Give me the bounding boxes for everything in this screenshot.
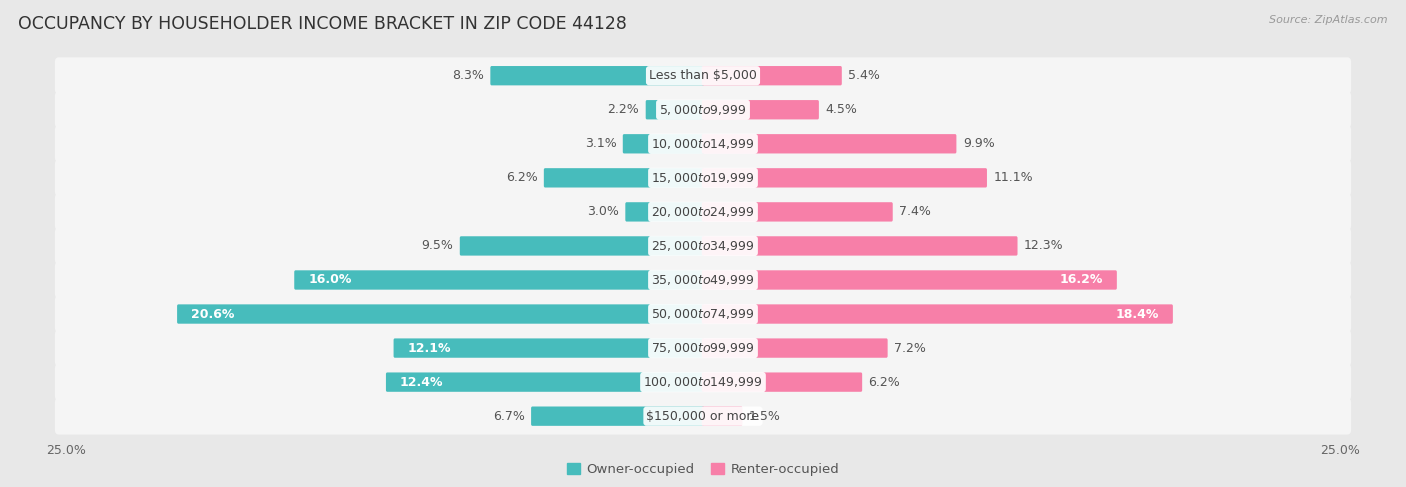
Text: 3.1%: 3.1% <box>585 137 616 150</box>
Text: 7.2%: 7.2% <box>894 341 927 355</box>
FancyBboxPatch shape <box>55 227 1351 264</box>
FancyBboxPatch shape <box>460 236 704 256</box>
FancyBboxPatch shape <box>177 304 704 324</box>
FancyBboxPatch shape <box>702 168 987 187</box>
FancyBboxPatch shape <box>623 134 704 153</box>
FancyBboxPatch shape <box>702 202 893 222</box>
FancyBboxPatch shape <box>544 168 704 187</box>
FancyBboxPatch shape <box>55 398 1351 434</box>
Text: 4.5%: 4.5% <box>825 103 858 116</box>
FancyBboxPatch shape <box>702 373 862 392</box>
Text: 12.4%: 12.4% <box>399 375 443 389</box>
FancyBboxPatch shape <box>702 66 842 85</box>
FancyBboxPatch shape <box>394 338 704 358</box>
Text: 9.5%: 9.5% <box>422 240 453 252</box>
Text: $15,000 to $19,999: $15,000 to $19,999 <box>651 171 755 185</box>
Text: 12.1%: 12.1% <box>408 341 451 355</box>
FancyBboxPatch shape <box>55 159 1351 196</box>
FancyBboxPatch shape <box>626 202 704 222</box>
FancyBboxPatch shape <box>55 57 1351 94</box>
Text: 6.2%: 6.2% <box>869 375 900 389</box>
FancyBboxPatch shape <box>55 92 1351 128</box>
Text: $25,000 to $34,999: $25,000 to $34,999 <box>651 239 755 253</box>
Text: $75,000 to $99,999: $75,000 to $99,999 <box>651 341 755 355</box>
FancyBboxPatch shape <box>55 364 1351 400</box>
Text: $50,000 to $74,999: $50,000 to $74,999 <box>651 307 755 321</box>
Text: $100,000 to $149,999: $100,000 to $149,999 <box>644 375 762 389</box>
Text: 1.5%: 1.5% <box>749 410 780 423</box>
Text: $150,000 or more: $150,000 or more <box>647 410 759 423</box>
FancyBboxPatch shape <box>702 304 1173 324</box>
FancyBboxPatch shape <box>55 330 1351 366</box>
FancyBboxPatch shape <box>702 100 818 119</box>
Text: 2.2%: 2.2% <box>607 103 640 116</box>
Text: 16.2%: 16.2% <box>1060 274 1102 286</box>
FancyBboxPatch shape <box>294 270 704 290</box>
Text: 6.7%: 6.7% <box>494 410 524 423</box>
Text: $5,000 to $9,999: $5,000 to $9,999 <box>659 103 747 117</box>
Text: $20,000 to $24,999: $20,000 to $24,999 <box>651 205 755 219</box>
Text: $35,000 to $49,999: $35,000 to $49,999 <box>651 273 755 287</box>
Text: OCCUPANCY BY HOUSEHOLDER INCOME BRACKET IN ZIP CODE 44128: OCCUPANCY BY HOUSEHOLDER INCOME BRACKET … <box>18 15 627 33</box>
Text: 6.2%: 6.2% <box>506 171 537 185</box>
FancyBboxPatch shape <box>702 407 742 426</box>
FancyBboxPatch shape <box>385 373 704 392</box>
Text: 7.4%: 7.4% <box>898 206 931 218</box>
FancyBboxPatch shape <box>702 338 887 358</box>
Text: 20.6%: 20.6% <box>191 307 235 320</box>
Text: Less than $5,000: Less than $5,000 <box>650 69 756 82</box>
FancyBboxPatch shape <box>702 270 1116 290</box>
FancyBboxPatch shape <box>531 407 704 426</box>
FancyBboxPatch shape <box>55 126 1351 162</box>
FancyBboxPatch shape <box>702 236 1018 256</box>
Text: $10,000 to $14,999: $10,000 to $14,999 <box>651 137 755 151</box>
FancyBboxPatch shape <box>55 262 1351 299</box>
Text: 3.0%: 3.0% <box>588 206 619 218</box>
Text: Source: ZipAtlas.com: Source: ZipAtlas.com <box>1270 15 1388 25</box>
FancyBboxPatch shape <box>55 193 1351 230</box>
FancyBboxPatch shape <box>645 100 704 119</box>
Text: 8.3%: 8.3% <box>453 69 484 82</box>
Text: 9.9%: 9.9% <box>963 137 994 150</box>
Legend: Owner-occupied, Renter-occupied: Owner-occupied, Renter-occupied <box>561 458 845 482</box>
FancyBboxPatch shape <box>702 134 956 153</box>
Text: 12.3%: 12.3% <box>1024 240 1063 252</box>
Text: 18.4%: 18.4% <box>1115 307 1159 320</box>
Text: 11.1%: 11.1% <box>993 171 1033 185</box>
FancyBboxPatch shape <box>491 66 704 85</box>
Text: 16.0%: 16.0% <box>308 274 352 286</box>
Text: 5.4%: 5.4% <box>848 69 880 82</box>
FancyBboxPatch shape <box>55 296 1351 333</box>
